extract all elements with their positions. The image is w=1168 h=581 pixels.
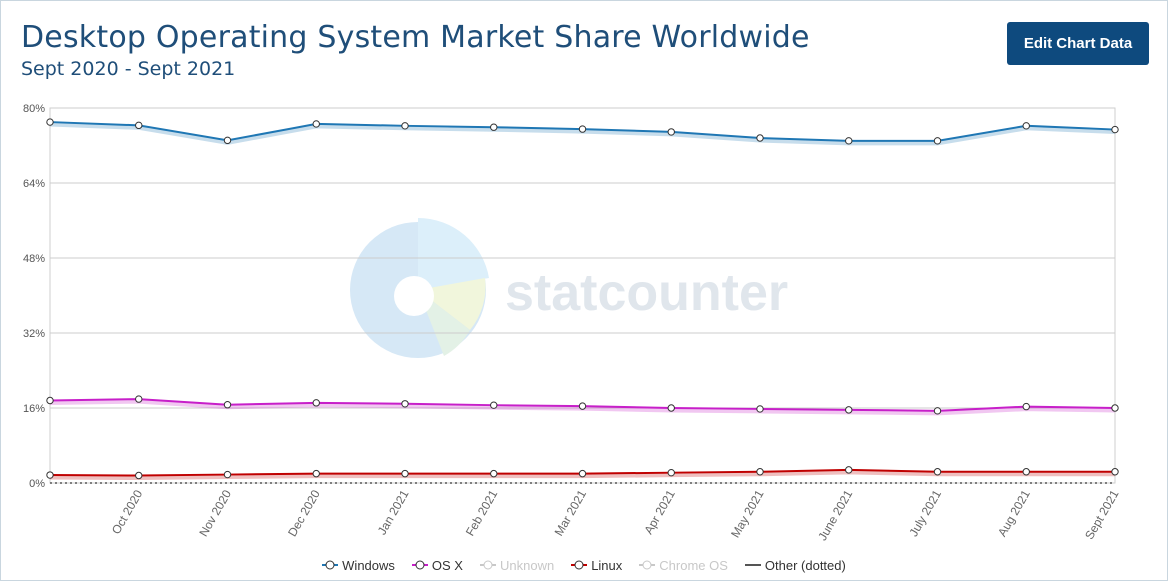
legend-circle-icon	[479, 560, 496, 570]
data-point-os-x[interactable]	[1022, 402, 1030, 411]
x-tick-label: Oct 2020	[109, 487, 146, 536]
data-point-linux[interactable]	[667, 468, 675, 477]
x-tick-label: Apr 2021	[641, 487, 678, 536]
data-point-windows[interactable]	[1022, 122, 1030, 130]
legend-item-unknown[interactable]: Unknown	[479, 557, 555, 573]
legend-circle-icon	[322, 560, 339, 570]
data-point-linux[interactable]	[312, 469, 320, 478]
data-point-linux[interactable]	[135, 471, 143, 480]
chart-title: Desktop Operating System Market Share Wo…	[21, 20, 810, 55]
data-point-os-x[interactable]	[135, 395, 143, 403]
data-point-windows[interactable]	[490, 123, 498, 131]
data-point-windows[interactable]	[578, 125, 587, 133]
data-point-os-x[interactable]	[578, 402, 587, 410]
data-point-linux[interactable]	[933, 468, 942, 476]
data-point-linux[interactable]	[578, 469, 587, 478]
legend-item-chrome-os[interactable]: Chrome OS	[639, 558, 728, 573]
data-point-windows[interactable]	[1111, 125, 1119, 134]
data-point-linux[interactable]	[845, 466, 853, 474]
chart-subtitle: Sept 2020 - Sept 2021	[21, 58, 236, 80]
data-point-os-x[interactable]	[1111, 404, 1119, 412]
data-point-linux[interactable]	[756, 468, 764, 476]
statcounter-logo: statcounter	[350, 218, 788, 358]
legend-label: Other (dotted)	[764, 557, 846, 573]
data-point-os-x[interactable]	[845, 406, 853, 414]
data-point-windows[interactable]	[667, 128, 675, 136]
chart-legend: Windows OS X Unknown Linux Chrome OS Other (d…	[0, 556, 1168, 574]
legend-line-icon	[744, 564, 761, 566]
legend-label: Windows	[342, 557, 395, 573]
x-tick-label: Mar 2021	[552, 487, 590, 538]
legend-circle-icon	[571, 560, 588, 570]
data-point-linux[interactable]	[490, 469, 498, 478]
data-point-windows[interactable]	[312, 120, 320, 128]
x-tick-label: Sept 2021	[1082, 487, 1122, 542]
data-point-os-x[interactable]	[490, 401, 498, 409]
legend-label: OS X	[431, 557, 463, 573]
legend-circle-icon	[639, 560, 656, 570]
data-point-os-x[interactable]	[933, 407, 942, 415]
data-point-windows[interactable]	[401, 122, 409, 130]
data-point-linux[interactable]	[401, 469, 409, 478]
x-tick-label: Feb 2021	[463, 487, 501, 538]
watermark-logo-slice-a	[418, 218, 489, 290]
y-tick-label: 48%	[23, 253, 45, 265]
x-tick-label: May 2021	[728, 487, 767, 540]
x-tick-label: Dec 2020	[285, 487, 323, 539]
data-point-os-x[interactable]	[756, 405, 764, 413]
legend-label: Linux	[591, 557, 623, 573]
y-tick-label: 16%	[23, 403, 45, 415]
data-point-linux[interactable]	[223, 470, 232, 479]
data-point-os-x[interactable]	[667, 404, 675, 412]
data-point-linux[interactable]	[1022, 468, 1030, 476]
data-point-windows[interactable]	[845, 137, 853, 145]
data-point-linux[interactable]	[1111, 468, 1119, 476]
legend-label: Unknown	[499, 557, 555, 573]
legend-label: Chrome OS	[659, 557, 728, 573]
data-point-os-x[interactable]	[312, 399, 320, 407]
watermark-logo-slice-b	[418, 278, 486, 330]
data-point-os-x[interactable]	[401, 400, 409, 408]
legend-item-linux[interactable]: Linux	[571, 558, 622, 573]
x-tick-label: Aug 2021	[995, 487, 1033, 539]
data-point-os-x[interactable]	[46, 396, 54, 405]
y-tick-label: 64%	[23, 178, 45, 190]
y-tick-label: 80%	[23, 103, 45, 115]
legend-circle-icon	[411, 560, 428, 570]
x-tick-label: Nov 2020	[196, 487, 234, 539]
data-point-windows[interactable]	[46, 118, 54, 126]
legend-item-other-dotted[interactable]: Other (dotted)	[744, 557, 846, 573]
y-tick-label: 0%	[29, 478, 45, 490]
data-point-linux[interactable]	[46, 471, 54, 479]
data-point-windows[interactable]	[756, 134, 764, 142]
data-point-windows[interactable]	[135, 121, 143, 130]
x-tick-label: June 2021	[815, 487, 855, 543]
y-tick-label: 32%	[23, 328, 45, 340]
watermark-text: statcounter	[505, 264, 788, 322]
data-point-windows[interactable]	[223, 136, 232, 145]
watermark-logo-hole	[394, 276, 434, 316]
data-point-os-x[interactable]	[223, 401, 232, 409]
edit-chart-data-button[interactable]: Edit Chart Data	[1007, 22, 1149, 65]
x-tick-label: July 2021	[906, 487, 944, 539]
data-point-windows[interactable]	[933, 137, 942, 145]
legend-item-windows[interactable]: Windows	[322, 558, 395, 573]
legend-item-os-x[interactable]: OS X	[411, 557, 463, 573]
x-tick-label: Jan 2021	[375, 487, 412, 537]
plot-area: 0% 16% 32% 48% 64% 80% Oct 2020 Nov 2020 Dec 202…	[23, 103, 1122, 543]
